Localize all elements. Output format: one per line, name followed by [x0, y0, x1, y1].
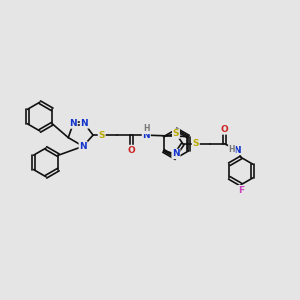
- Text: N: N: [69, 119, 77, 128]
- Text: S: S: [98, 130, 105, 140]
- Text: O: O: [220, 125, 228, 134]
- Text: N: N: [234, 146, 241, 154]
- Text: N: N: [142, 130, 150, 140]
- Text: N: N: [172, 149, 180, 158]
- Text: O: O: [128, 146, 135, 154]
- Text: H: H: [143, 124, 150, 134]
- Text: S: S: [193, 139, 199, 148]
- Text: F: F: [238, 186, 244, 195]
- Text: N: N: [79, 142, 87, 151]
- Text: H: H: [229, 145, 235, 154]
- Text: N: N: [81, 119, 88, 128]
- Text: S: S: [173, 129, 179, 138]
